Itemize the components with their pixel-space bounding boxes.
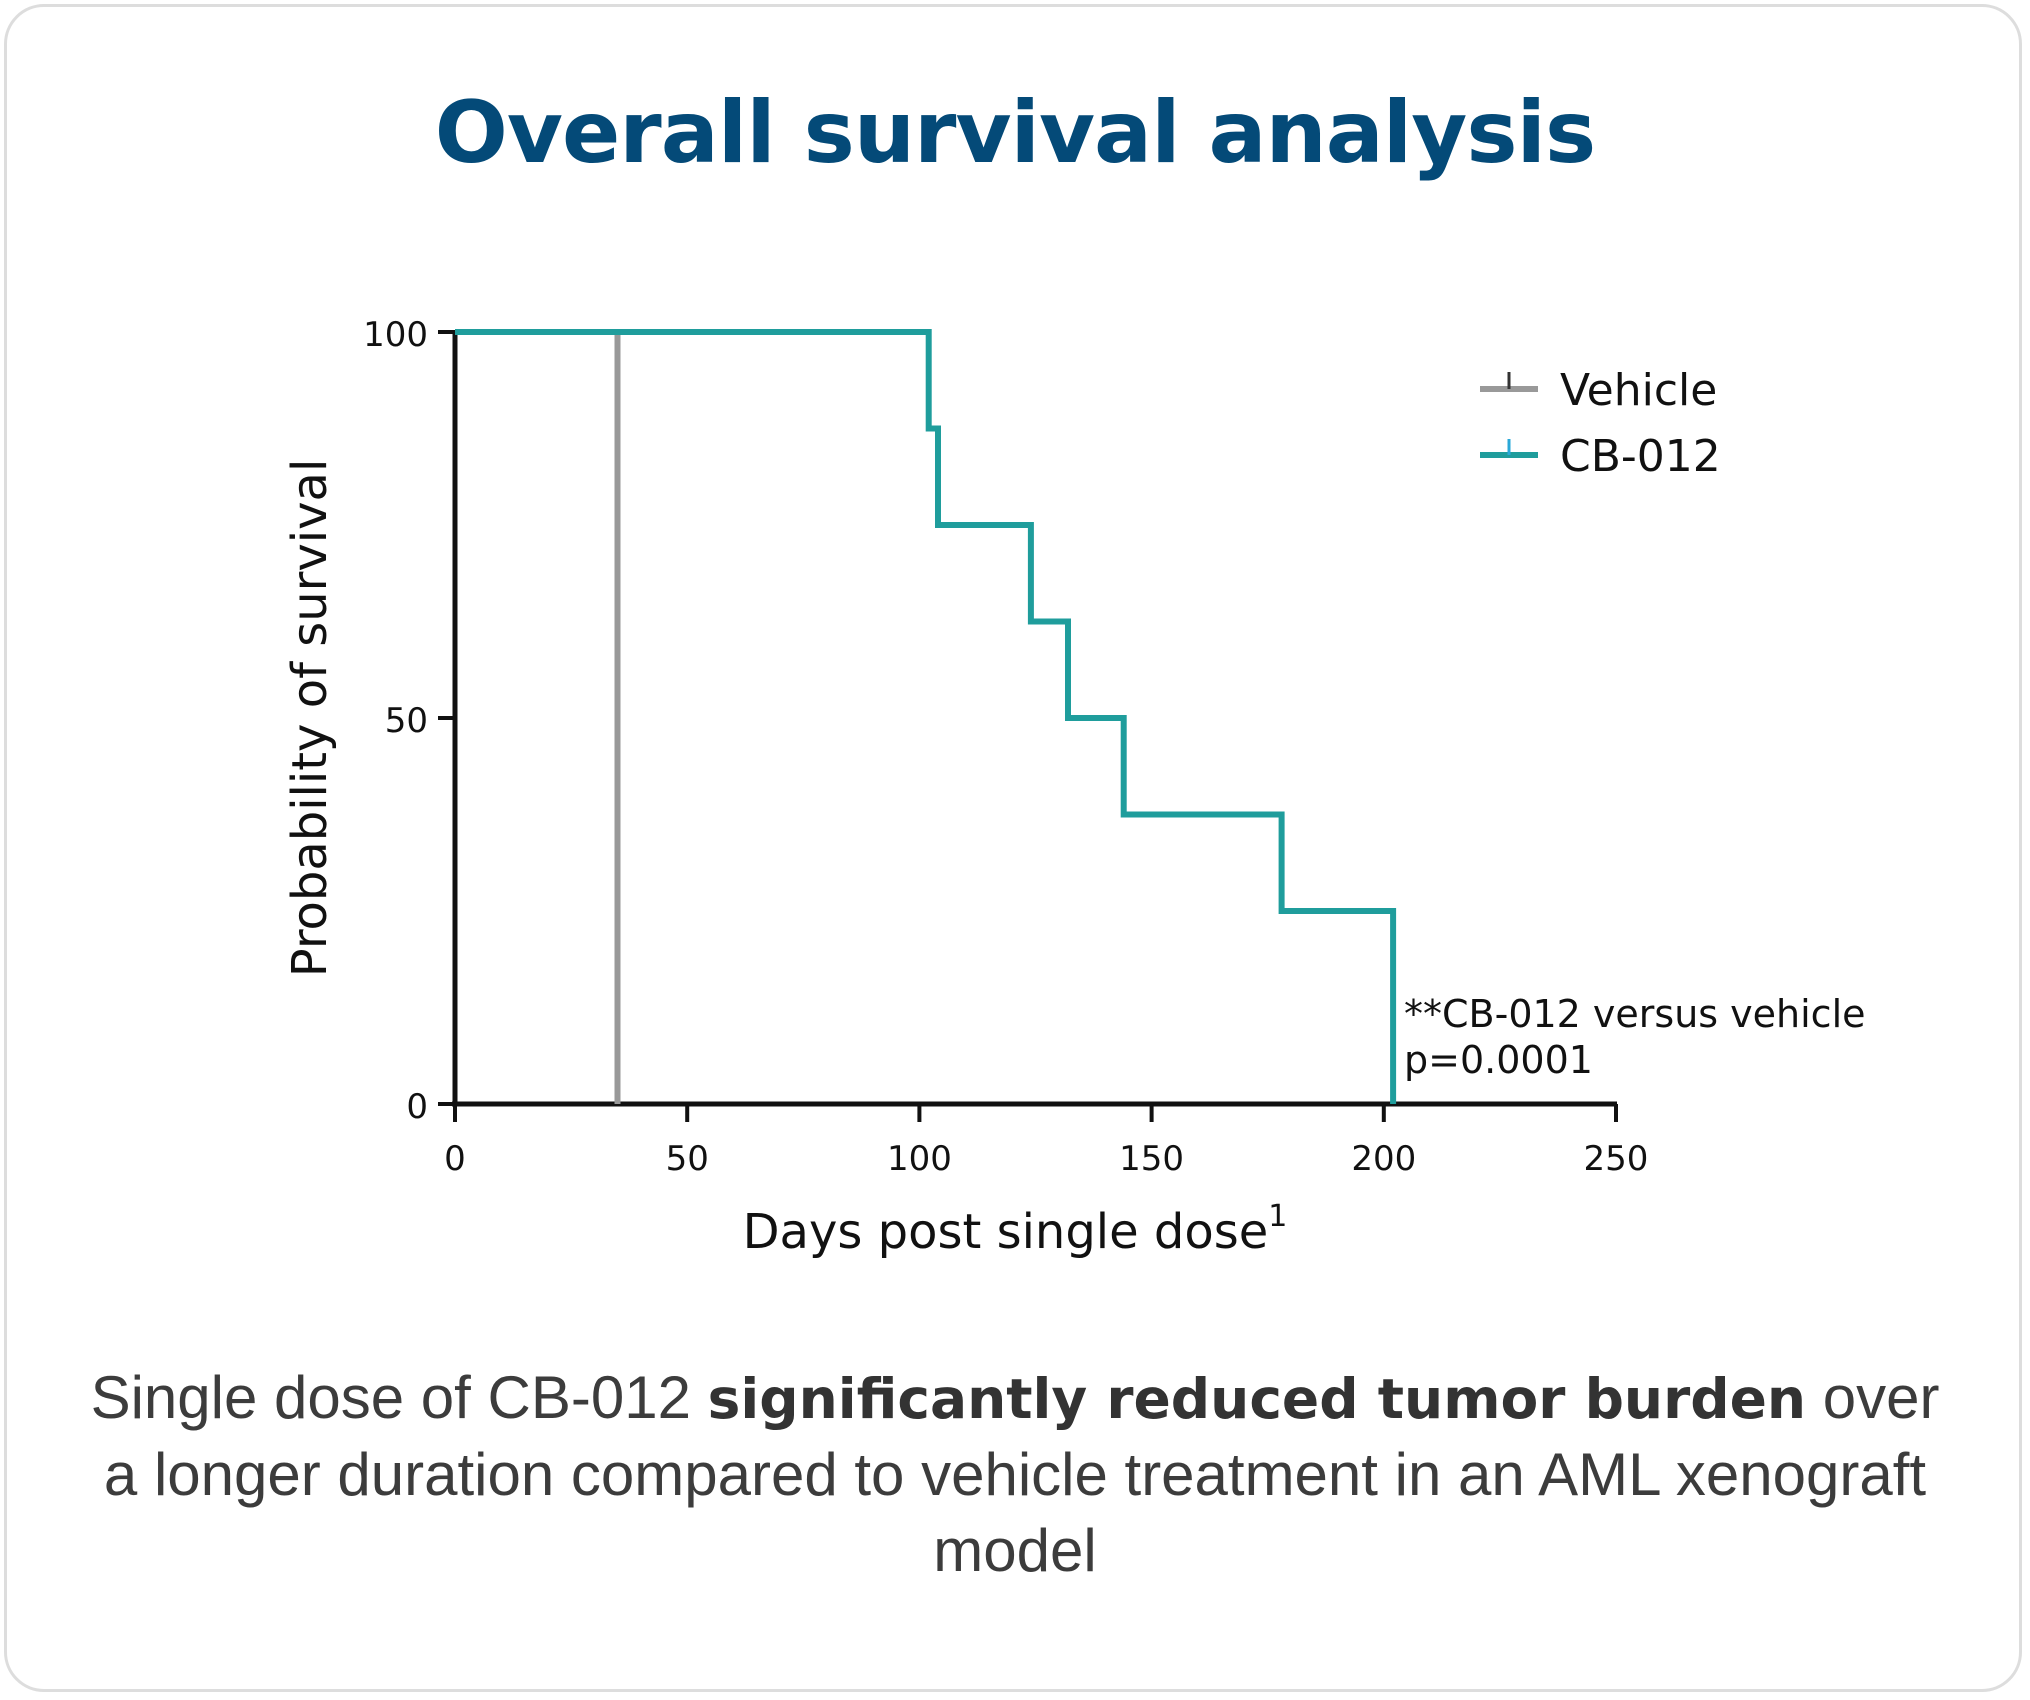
x-tick-label: 0 xyxy=(444,1139,466,1179)
caption-text-start: Single dose of CB-012 xyxy=(90,1364,708,1431)
x-tick-label: 50 xyxy=(666,1139,709,1179)
x-axis-label-text: Days post single dose xyxy=(743,1204,1269,1260)
y-tick-label: 100 xyxy=(363,315,428,355)
x-ticks: 0 50 100 150 200 250 xyxy=(444,1104,1648,1179)
legend-cb012-label: CB-012 xyxy=(1560,431,1721,482)
caption-bold-text: significantly reduced tumor burden xyxy=(707,1367,1807,1431)
card-frame xyxy=(4,4,2022,1692)
series-line-cb-012 xyxy=(455,329,1397,1104)
x-axis-label: Days post single dose1 xyxy=(743,1199,1288,1260)
y-ticks: 0 50 100 xyxy=(363,315,455,1127)
page-title: Overall survival analysis xyxy=(434,83,1596,183)
x-tick-label: 200 xyxy=(1351,1139,1416,1179)
x-axis-label-superscript: 1 xyxy=(1268,1199,1287,1234)
legend-vehicle-label: Vehicle xyxy=(1560,365,1717,416)
caption: Single dose of CB-012 significantly redu… xyxy=(90,1360,1940,1589)
significance-annotation-line2: p=0.0001 xyxy=(1404,1038,1593,1082)
significance-annotation-line1: **CB-012 versus vehicle xyxy=(1404,992,1866,1036)
series-line-vehicle xyxy=(455,329,621,1104)
y-tick-label: 0 xyxy=(406,1087,428,1127)
x-tick-label: 100 xyxy=(887,1139,952,1179)
y-axis-label: Probability of survival xyxy=(282,459,338,978)
y-tick-label: 50 xyxy=(385,701,428,741)
legend: Vehicle CB-012 xyxy=(1480,365,1721,482)
caption-text-end: over a longer duration compared to vehic… xyxy=(103,1364,1940,1584)
x-tick-label: 150 xyxy=(1119,1139,1184,1179)
x-tick-label: 250 xyxy=(1584,1139,1649,1179)
series-layer xyxy=(455,329,1397,1104)
